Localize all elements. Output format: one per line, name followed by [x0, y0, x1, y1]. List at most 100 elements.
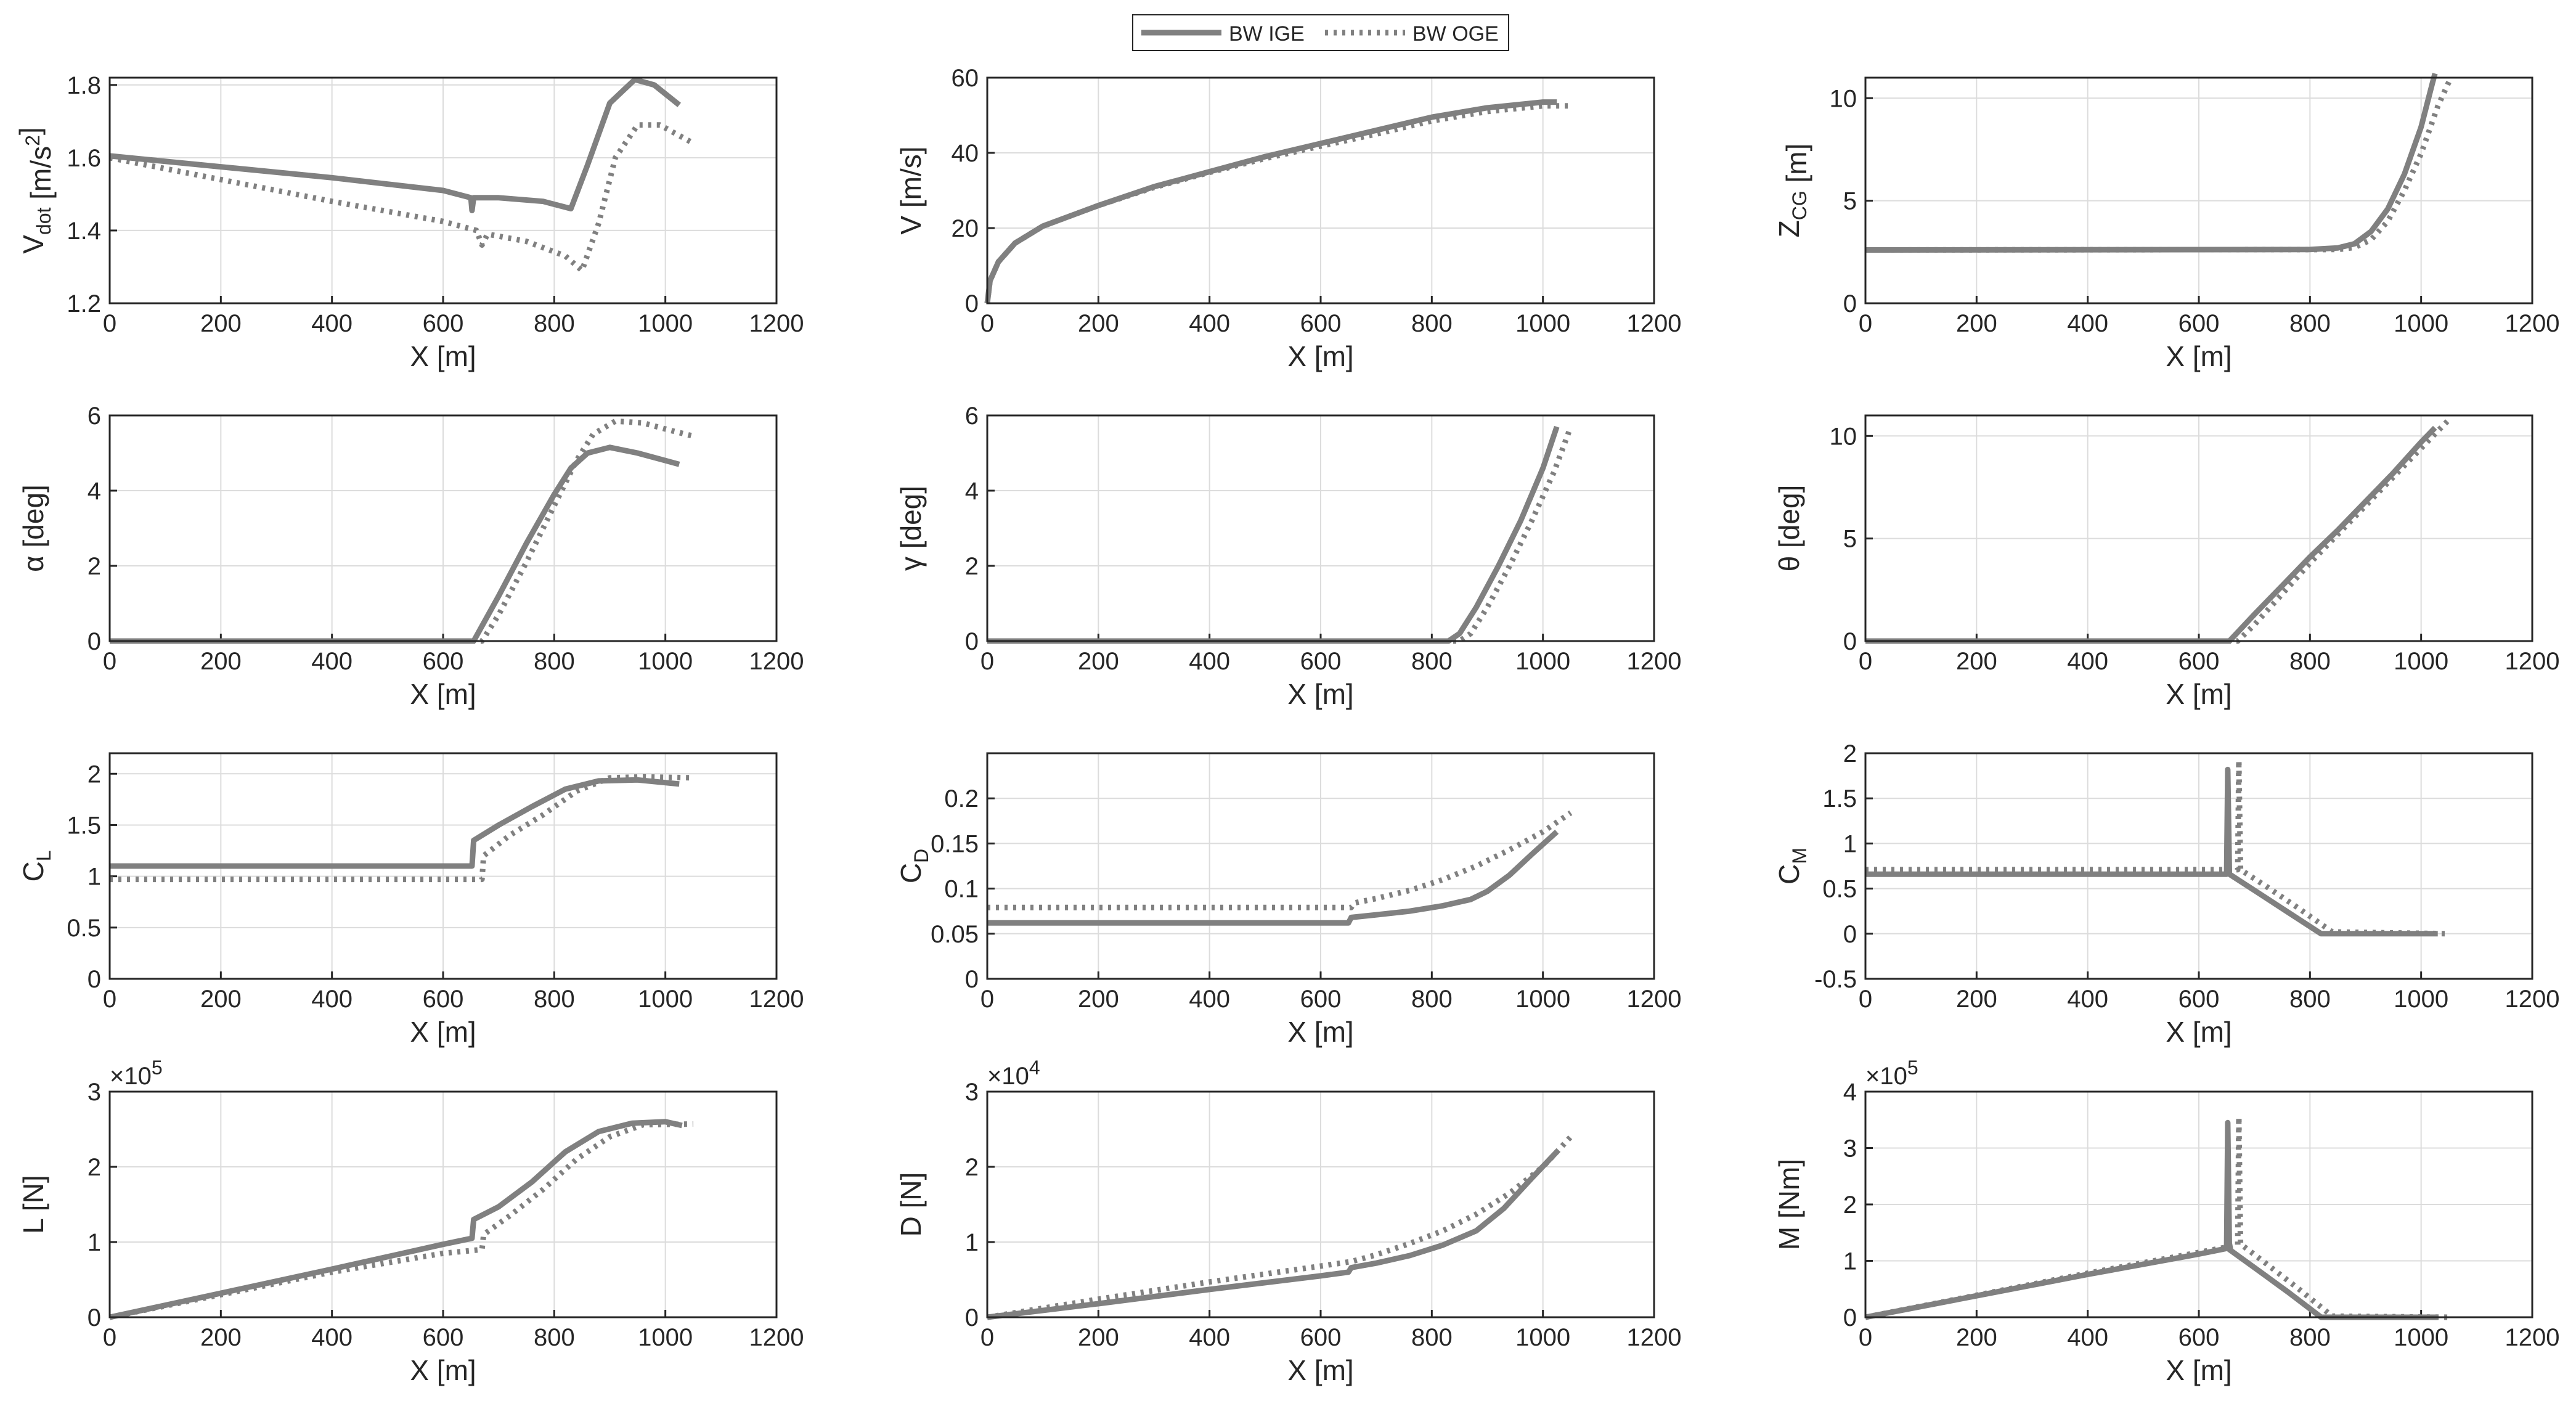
x-tick-label: 0 [103, 648, 116, 675]
y-tick-label: 6 [965, 403, 979, 430]
x-axis-label: X [m] [410, 340, 476, 372]
x-tick-label: 800 [2289, 310, 2331, 337]
x-tick-label: 200 [1956, 986, 1997, 1013]
axes-frame [986, 752, 1655, 980]
y-tick-label: -0.5 [1814, 966, 1857, 993]
axes-frame [108, 414, 778, 642]
subplot-alpha: 0 200 400 600 800 1000 1200 0 2 4 6 X [m] α [deg] [17, 403, 804, 710]
y-axis-label: L [N] [17, 1175, 49, 1233]
x-tick-label: 1000 [1515, 1324, 1570, 1351]
x-tick-label: 600 [2179, 986, 2220, 1013]
x-tick-label: 400 [1189, 1324, 1230, 1351]
x-tick-label: 1200 [1627, 310, 1682, 337]
y-tick-label: 0 [965, 1304, 979, 1331]
x-tick-label: 1200 [2505, 986, 2560, 1013]
x-tick-label: 1200 [2505, 1324, 2560, 1351]
y-tick-label: 1.5 [67, 812, 101, 839]
y-tick-label: 10 [1830, 85, 1857, 112]
x-tick-label: 1000 [638, 986, 693, 1013]
y-tick-label: 0.2 [944, 785, 979, 812]
y-tick-label: 3 [965, 1079, 979, 1106]
series-line-bw-oge [987, 810, 1573, 910]
x-tick-label: 200 [1078, 1324, 1119, 1351]
y-tick-label: 1 [1843, 1248, 1857, 1275]
y-tick-label: 5 [1843, 526, 1857, 553]
axis-multiplier: ×105 [1865, 1057, 1918, 1090]
y-tick-label: 1.5 [1822, 785, 1857, 812]
series-line-bw-oge [109, 1121, 693, 1320]
y-axis-label: ZCG [m] [1773, 144, 1812, 238]
x-tick-label: 400 [1189, 310, 1230, 337]
x-tick-label: 600 [423, 1324, 464, 1351]
y-tick-label: 2 [88, 1154, 101, 1181]
y-tick-label: 0.5 [1822, 876, 1857, 903]
y-axis-label: V [m/s] [895, 146, 927, 234]
y-tick-label: 1 [88, 1229, 101, 1256]
axis-multiplier: ×104 [987, 1057, 1040, 1090]
x-tick-label: 400 [2067, 310, 2108, 337]
x-tick-label: 800 [2289, 648, 2331, 675]
series-line-bw-ige [987, 425, 1560, 644]
x-tick-label: 1200 [749, 648, 804, 675]
x-tick-label: 0 [103, 1324, 116, 1351]
y-tick-label: 2 [1843, 1191, 1857, 1219]
x-tick-label: 800 [534, 986, 575, 1013]
x-tick-label: 600 [423, 310, 464, 337]
y-tick-label: 4 [1843, 1079, 1857, 1106]
y-tick-label: 3 [1843, 1135, 1857, 1163]
legend-label-bw-oge: BW OGE [1412, 22, 1499, 46]
y-tick-label: 2 [1843, 740, 1857, 767]
y-axis-label: M [Nm] [1773, 1159, 1805, 1250]
series-line-bw-ige [109, 1119, 683, 1320]
series-line-bw-oge [1865, 80, 2452, 253]
x-tick-label: 800 [534, 648, 575, 675]
y-tick-label: 1 [88, 864, 101, 891]
x-tick-label: 200 [1956, 310, 1997, 337]
y-tick-label: 0 [965, 966, 979, 993]
x-tick-label: 600 [1300, 1324, 1342, 1351]
x-axis-label: X [m] [410, 678, 476, 710]
x-tick-label: 800 [534, 1324, 575, 1351]
subplot-zcg: 0 200 400 600 800 1000 1200 0 5 10 X [m] ZCG [m] [1773, 73, 2559, 372]
subplot-cm: 0 200 400 600 800 1000 1200-0.500.511.52X [m]C… [1773, 740, 2559, 1048]
x-axis-label: X [m] [2166, 678, 2232, 710]
x-tick-label: 800 [2289, 1324, 2331, 1351]
series-line-bw-ige [110, 444, 680, 644]
x-tick-label: 200 [200, 310, 242, 337]
axes-frame [986, 76, 1655, 304]
y-tick-label: 0 [1843, 628, 1857, 655]
x-tick-label: 1200 [749, 1324, 804, 1351]
y-tick-label: 2 [965, 1154, 979, 1181]
axis-multiplier: ×105 [110, 1057, 163, 1090]
legend-label-bw-ige: BW IGE [1229, 22, 1305, 46]
x-tick-label: 200 [1078, 648, 1119, 675]
x-tick-label: 200 [200, 648, 242, 675]
y-tick-label: 1 [965, 1229, 979, 1256]
series-line-bw-ige [110, 777, 680, 869]
series-line-bw-oge [1865, 758, 2449, 937]
x-tick-label: 400 [1189, 986, 1230, 1013]
x-axis-label: X [m] [1287, 1016, 1353, 1048]
y-tick-label: 60 [952, 65, 979, 92]
subplot-m: 0 200 400 600 800 1000 1200 0 1 2 3 4 X [m] M [Nm] ×10… [1773, 1057, 2559, 1386]
x-tick-label: 600 [2179, 648, 2220, 675]
y-axis-label: Vdot [m/s2] [14, 127, 57, 253]
x-axis-label: X [m] [2166, 340, 2232, 372]
x-tick-label: 1200 [749, 310, 804, 337]
x-tick-label: 0 [1859, 310, 1872, 337]
x-tick-label: 600 [1300, 310, 1342, 337]
y-tick-label: 4 [88, 478, 101, 505]
subplot-d: 0 200 400 600 800 1000 1200 0 1 2 3 X [m] D [N] ×104 [895, 1057, 1681, 1386]
x-tick-label: 1000 [2394, 648, 2448, 675]
y-tick-label: 1.2 [67, 290, 101, 317]
y-axis-label: γ [deg] [895, 486, 927, 571]
subplot-vdot: 0 200 400 600 800 1000 1200 1.2 1.4 1.6 1.8 X [m] Vd… [14, 72, 804, 372]
y-tick-label: 40 [952, 140, 979, 167]
x-tick-label: 600 [2179, 310, 2220, 337]
x-tick-label: 800 [1411, 986, 1453, 1013]
x-tick-label: 1000 [638, 1324, 693, 1351]
y-tick-label: 20 [952, 215, 979, 242]
y-tick-label: 0.05 [931, 921, 979, 948]
x-tick-label: 800 [534, 310, 575, 337]
x-tick-label: 200 [1078, 310, 1119, 337]
